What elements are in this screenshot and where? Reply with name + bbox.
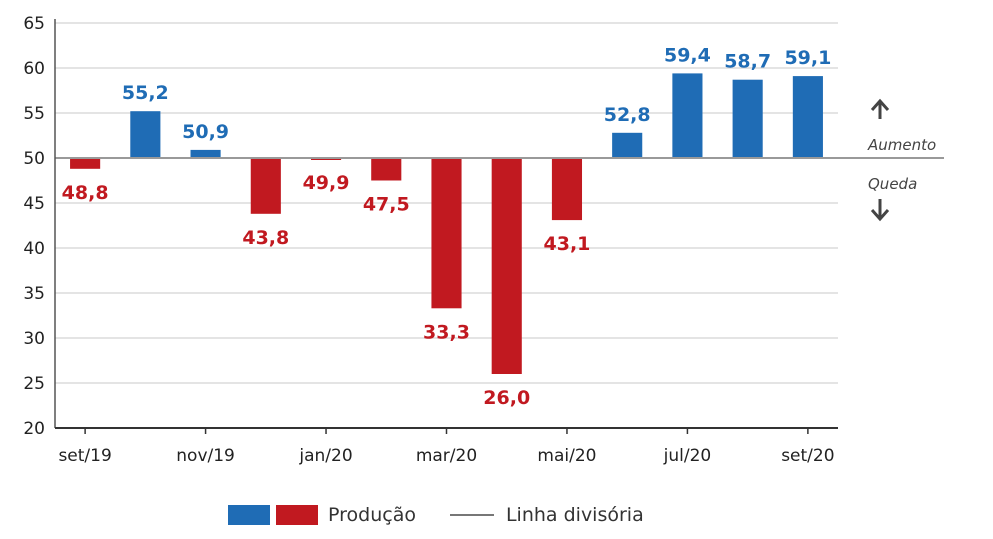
y-tick-label: 60: [23, 59, 45, 79]
legend-line-label: Linha divisória: [505, 504, 644, 526]
bar: [672, 73, 703, 158]
axis-ticks: 20 25 30 35 40 45 50 55 60 65 set/19 nov/19 jan/20 ma…: [23, 14, 838, 466]
x-tick-label: jan/20: [298, 446, 352, 466]
bar: [431, 158, 462, 309]
data-label: 43,8: [242, 227, 289, 249]
y-tick-label: 50: [23, 149, 45, 169]
data-label: 47,5: [363, 194, 410, 216]
data-label: 55,2: [122, 82, 169, 104]
decrease-label: Queda: [868, 175, 917, 193]
legend-series-label: Produção: [328, 504, 416, 526]
arrow-up-icon: [870, 98, 890, 119]
data-label: 43,1: [544, 233, 591, 255]
bars: [70, 73, 823, 374]
y-tick-label: 25: [23, 374, 45, 394]
legend: Produção Linha divisória: [228, 500, 644, 530]
bar: [551, 158, 583, 221]
data-label: 52,8: [604, 104, 651, 126]
data-label: 59,1: [784, 47, 831, 69]
x-tick-label: set/19: [58, 446, 111, 466]
y-tick-label: 65: [23, 14, 45, 34]
y-tick-label: 40: [23, 239, 45, 259]
data-label: 49,9: [303, 172, 350, 194]
bar: [70, 158, 101, 169]
y-tick-label: 45: [23, 194, 45, 214]
arrow-down-icon: [870, 199, 890, 222]
data-label: 59,4: [664, 44, 711, 66]
bar: [792, 76, 823, 158]
legend-swatch-blue: [228, 505, 270, 525]
side-indicator: Aumento Queda: [867, 98, 936, 222]
x-tick-label: mai/20: [537, 446, 596, 466]
x-tick-label: jul/20: [663, 446, 712, 466]
bar: [732, 79, 763, 158]
y-tick-label: 30: [23, 329, 45, 349]
data-label: 48,8: [62, 182, 109, 204]
data-label: 50,9: [182, 121, 229, 143]
bar: [612, 132, 643, 158]
y-tick-label: 55: [23, 104, 45, 124]
y-tick-label: 35: [23, 284, 45, 304]
bar: [190, 149, 221, 158]
data-label: 26,0: [483, 387, 530, 409]
bar: [250, 158, 281, 214]
bar: [371, 158, 402, 181]
data-labels: 48,8 55,2 50,9 43,8 49,9 47,5 33,3 26,0 43,1 52,8…: [62, 44, 832, 409]
x-tick-label: nov/19: [176, 446, 235, 466]
y-tick-label: 20: [23, 419, 45, 439]
bar: [491, 158, 522, 374]
increase-label: Aumento: [867, 136, 936, 154]
legend-swatch-red: [276, 505, 318, 525]
data-label: 58,7: [724, 51, 771, 73]
bar: [130, 111, 161, 158]
x-tick-label: mar/20: [416, 446, 477, 466]
data-label: 33,3: [423, 321, 470, 343]
x-tick-label: set/20: [781, 446, 834, 466]
legend-line-swatch: [449, 514, 494, 516]
